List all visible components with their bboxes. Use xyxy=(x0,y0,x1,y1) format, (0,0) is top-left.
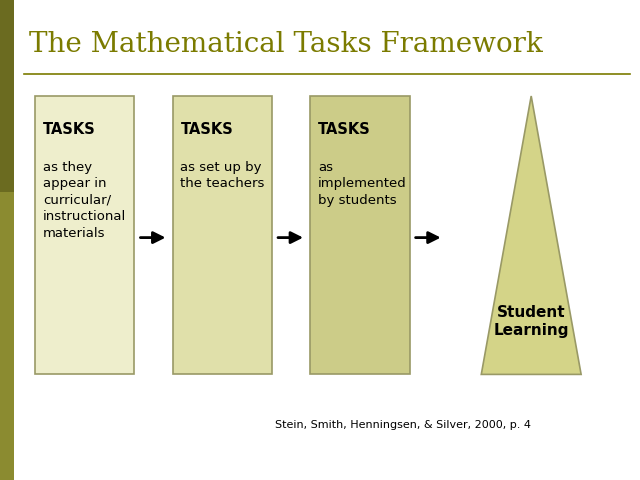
Bar xyxy=(0,0,14,192)
Bar xyxy=(173,96,272,374)
Bar xyxy=(0,192,14,480)
Text: The Mathematical Tasks Framework: The Mathematical Tasks Framework xyxy=(29,31,543,58)
Bar xyxy=(310,96,410,374)
Text: as
implemented
by students: as implemented by students xyxy=(318,161,407,207)
Text: as they
appear in
curricular/
instructional
materials: as they appear in curricular/ instructio… xyxy=(43,161,126,240)
Text: as set up by
the teachers: as set up by the teachers xyxy=(180,161,265,190)
Text: Student
Learning: Student Learning xyxy=(493,305,569,338)
Text: TASKS: TASKS xyxy=(180,122,233,137)
Text: TASKS: TASKS xyxy=(318,122,371,137)
Text: TASKS: TASKS xyxy=(43,122,95,137)
Polygon shape xyxy=(481,96,581,374)
Bar xyxy=(35,96,134,374)
Text: Stein, Smith, Henningsen, & Silver, 2000, p. 4: Stein, Smith, Henningsen, & Silver, 2000… xyxy=(275,420,531,430)
